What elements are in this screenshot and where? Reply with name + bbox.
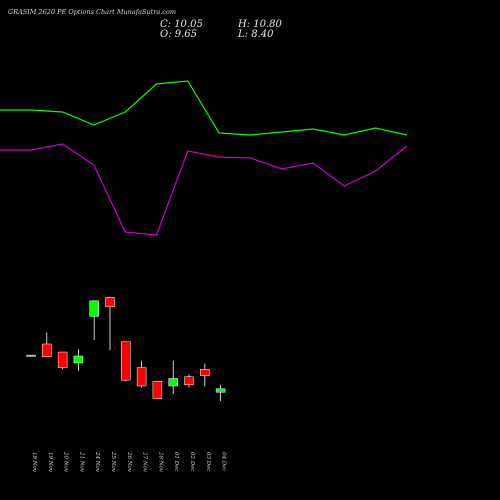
candle-body: [200, 369, 210, 376]
close-value: C: 10.05: [160, 19, 203, 30]
candle-body: [152, 381, 163, 399]
x-tick-label: 02 Dec: [189, 452, 195, 472]
x-tick-label: 24 Nov: [94, 451, 100, 473]
candle-body: [121, 341, 131, 381]
high-value: H: 10.80: [238, 19, 282, 30]
candle-body: [105, 297, 115, 307]
candle-body: [215, 388, 226, 393]
x-tick-label: 19 Nov: [47, 452, 53, 473]
x-tick-label: 18 Nov: [31, 452, 37, 473]
x-tick-label: 03 Dec: [205, 452, 211, 472]
x-tick-label: 25 Nov: [110, 451, 116, 473]
x-tick-label: 21 Nov: [78, 451, 84, 473]
x-tick-label: 20 Nov: [63, 451, 69, 473]
candle-body: [184, 376, 194, 386]
chart-title: GRASIM 2620 PE Options Chart MunafaSutra…: [8, 8, 177, 16]
x-tick-label: 26 Nov: [126, 451, 132, 473]
candle-body: [42, 343, 52, 357]
low-value: L: 8.40: [238, 29, 274, 40]
lower-band-line: [0, 143, 408, 236]
candle-body: [73, 355, 84, 364]
x-tick-label: 04 Dec: [221, 452, 227, 472]
x-tick-label: 27 Nov: [142, 451, 148, 473]
candle-body: [89, 300, 99, 317]
candle-body: [168, 378, 178, 387]
x-tick-label: 28 Nov: [157, 451, 163, 473]
x-tick-label: 01 Dec: [173, 452, 179, 472]
open-value: O: 9.65: [160, 29, 198, 40]
candle-body: [26, 354, 36, 357]
candle-body: [136, 367, 147, 387]
upper-band-line: [0, 80, 408, 136]
candle-body: [57, 351, 68, 368]
